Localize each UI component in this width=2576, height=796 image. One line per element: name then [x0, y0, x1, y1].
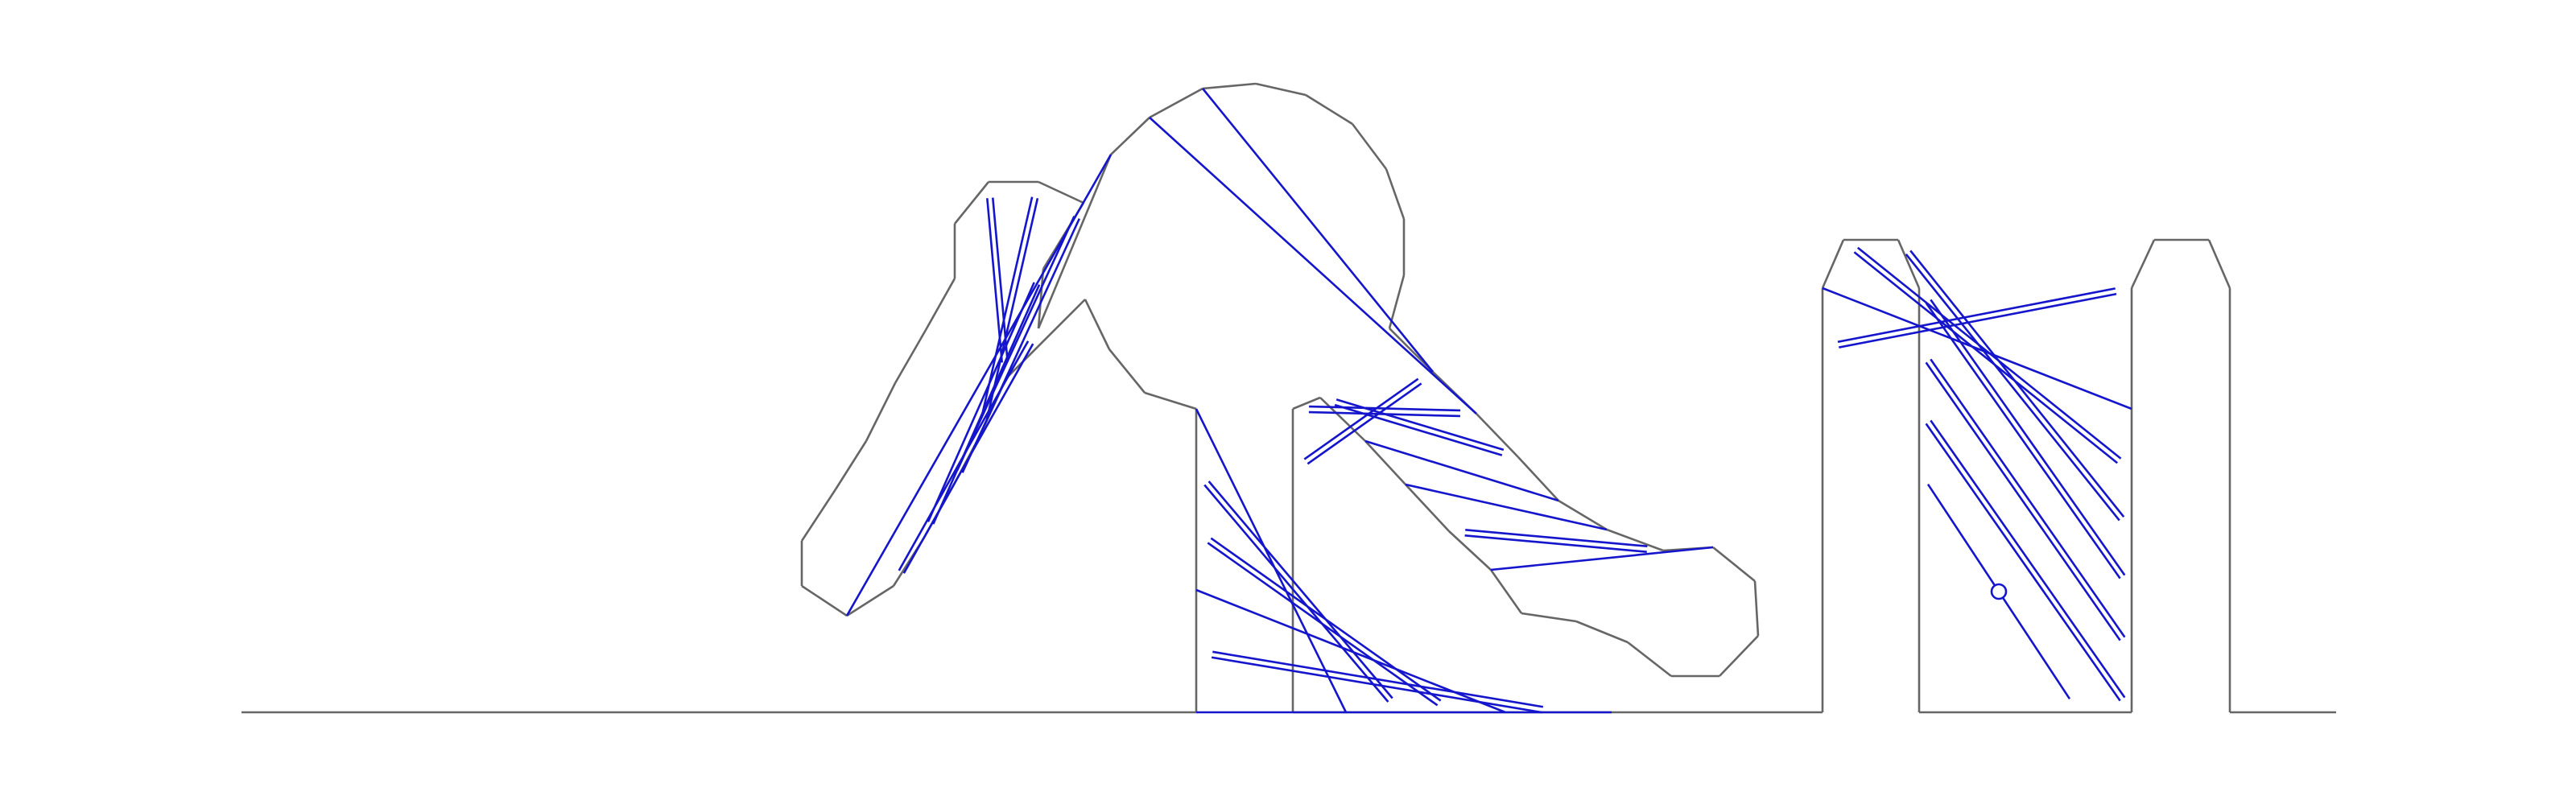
backbone-segment [1149, 87, 1203, 119]
backbone-segment [1005, 299, 1086, 379]
canonical-pair [991, 197, 1009, 362]
canonical-pair [902, 343, 1034, 574]
backbone-segment [1108, 349, 1146, 394]
canonical-pair [1195, 588, 1506, 714]
backbone-segment [846, 584, 894, 617]
canonical-pair [1930, 419, 2126, 699]
backbone-segment [1897, 239, 1921, 289]
backbone-segment [1558, 499, 1608, 531]
canonical-pair [1837, 287, 2116, 344]
canonical-pair [1856, 246, 2122, 460]
backbone-segment [1606, 528, 1664, 552]
canonical-pair [932, 284, 1041, 525]
backbone-segment [834, 440, 868, 490]
canonical-pair [961, 218, 1080, 473]
backbone-segment [1144, 391, 1197, 410]
canonical-pair [1839, 292, 2117, 349]
backbone-segment [1388, 274, 1406, 329]
backbone-segment [1385, 168, 1406, 220]
backbone-segment [1110, 117, 1150, 155]
canonical-pair [1335, 398, 1505, 452]
backbone-segment [1821, 239, 1845, 289]
backbone-segment [1364, 440, 1406, 485]
gu-pair-marker [1990, 583, 2008, 600]
canonical-pair [1149, 117, 1477, 414]
backbone [242, 82, 2336, 714]
backbone-segment [1521, 612, 1577, 623]
backbone-segment [801, 584, 848, 617]
backbone-segment [894, 329, 927, 384]
backbone-segment [953, 181, 990, 225]
backbone-segment [1476, 413, 1519, 458]
backbone-segment [1448, 530, 1492, 571]
canonical-pair [1195, 408, 1348, 713]
backbone-segment [1712, 546, 1756, 583]
backbone-segment [1037, 154, 1113, 329]
canonical-pair [1465, 529, 1648, 548]
backbone-segment [800, 489, 837, 542]
backbone-segment [1351, 123, 1388, 170]
canonical-pair [1490, 546, 1714, 571]
backbone-segment [1489, 569, 1523, 614]
canonical-pair [1201, 88, 1435, 373]
backbone-segment [1305, 93, 1353, 126]
canonical-pair [1309, 405, 1461, 412]
backbone-segment [1202, 82, 1257, 90]
canonical-pair [1925, 423, 2121, 702]
canonical-pair [898, 340, 1030, 571]
canonical-pair [1905, 253, 2120, 522]
canonical-pair [1909, 250, 2125, 518]
canonical-pair [1853, 251, 2119, 464]
backbone-segment [1292, 396, 1321, 410]
backbone-segment [1037, 268, 1045, 329]
backbone-segment [1255, 82, 1307, 97]
canonical-pair [1925, 361, 2121, 641]
canonical-pair [1334, 403, 1503, 456]
canonical-pair [1930, 358, 2126, 638]
backbone-segment [1517, 456, 1559, 501]
canonical-pair [1211, 656, 1542, 714]
backbone-segment [1038, 180, 1084, 204]
backbone-segment [1084, 299, 1111, 350]
canonical-pair [1203, 484, 1389, 703]
backbone-segment [1405, 484, 1450, 532]
canonical-pairs [845, 88, 2132, 714]
backbone-segment [1753, 580, 1760, 637]
backbone-segment [2130, 239, 2156, 289]
canonical-pair [1925, 302, 2121, 579]
backbone-segment [1627, 641, 1672, 678]
backbone-segment [1575, 620, 1629, 644]
canonical-pair [1464, 534, 1647, 553]
canonical-pair [1405, 483, 1608, 531]
canonical-pair [1303, 377, 1419, 460]
canonical-pair [1822, 287, 2132, 410]
backbone-segment [1319, 397, 1366, 442]
backbone-segment [2207, 239, 2231, 289]
canonical-pair [927, 282, 1035, 522]
backbone-segment [924, 278, 956, 331]
canonical-pair [1364, 439, 1559, 502]
canonical-pair [1930, 299, 2126, 576]
backbone-segment [1389, 328, 1434, 373]
canonical-pair [845, 154, 1113, 617]
backbone-segment [1719, 635, 1759, 677]
canonical-pair [1208, 480, 1393, 699]
canonical-pair [1307, 382, 1422, 465]
backbone-segment [865, 382, 897, 442]
